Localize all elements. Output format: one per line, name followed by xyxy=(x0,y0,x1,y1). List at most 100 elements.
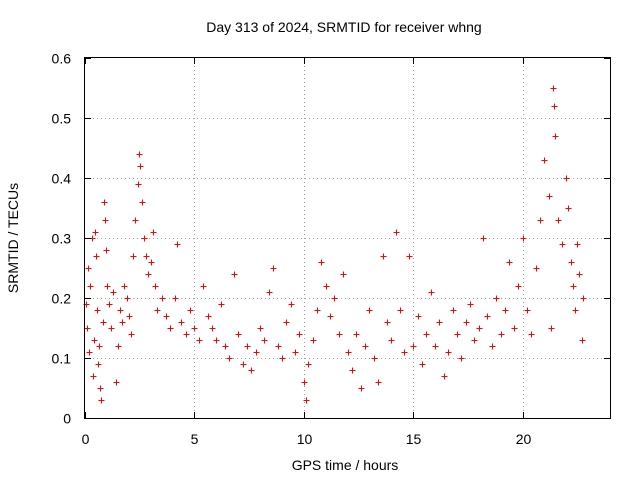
x-tick-label: 5 xyxy=(191,431,199,447)
data-point xyxy=(579,337,586,344)
data-point xyxy=(327,313,334,320)
data-point xyxy=(555,217,562,224)
data-point xyxy=(143,253,150,260)
data-point xyxy=(279,355,286,362)
data-point xyxy=(450,307,457,314)
data-point xyxy=(283,319,290,326)
data-point xyxy=(128,331,135,338)
data-point xyxy=(520,235,527,242)
data-point xyxy=(303,397,310,404)
data-point xyxy=(548,325,555,332)
data-point xyxy=(132,217,139,224)
y-tick-label: 0.1 xyxy=(52,351,72,367)
data-point xyxy=(419,361,426,368)
data-point xyxy=(541,157,548,164)
data-point xyxy=(226,355,233,362)
data-point xyxy=(117,307,124,314)
x-tick-label: 0 xyxy=(82,431,90,447)
data-point xyxy=(349,367,356,374)
data-point xyxy=(574,241,581,248)
data-point xyxy=(445,349,452,356)
data-point xyxy=(163,313,170,320)
data-point xyxy=(296,331,303,338)
data-point xyxy=(384,319,391,326)
data-points xyxy=(83,85,587,404)
data-point xyxy=(484,313,491,320)
data-point xyxy=(275,343,282,350)
data-point xyxy=(551,103,558,110)
data-point xyxy=(415,313,422,320)
data-point xyxy=(266,289,273,296)
data-point xyxy=(559,241,566,248)
data-point xyxy=(124,295,131,302)
data-point xyxy=(90,373,97,380)
x-axis-title: GPS time / hours xyxy=(292,457,399,473)
data-point xyxy=(136,151,143,158)
data-point xyxy=(187,307,194,314)
data-point xyxy=(489,343,496,350)
data-point xyxy=(222,343,229,350)
data-point xyxy=(244,343,251,350)
data-point xyxy=(104,283,111,290)
data-point xyxy=(84,325,91,332)
y-tick-labels: 0 0.1 0.2 0.3 0.4 0.5 0.6 xyxy=(52,51,72,427)
data-point xyxy=(92,229,99,236)
data-point xyxy=(213,337,220,344)
data-point xyxy=(98,397,105,404)
x-tick-label: 10 xyxy=(297,431,313,447)
data-point xyxy=(362,343,369,350)
data-point xyxy=(528,331,535,338)
data-point xyxy=(96,343,103,350)
data-point xyxy=(550,85,557,92)
data-point xyxy=(401,349,408,356)
data-point xyxy=(301,379,308,386)
data-point xyxy=(467,301,474,308)
data-point xyxy=(103,247,110,254)
data-point xyxy=(137,163,144,170)
data-point xyxy=(145,271,152,278)
data-point xyxy=(102,217,109,224)
data-point xyxy=(454,331,461,338)
data-point xyxy=(331,295,338,302)
data-point xyxy=(174,241,181,248)
data-point xyxy=(388,337,395,344)
data-point xyxy=(498,331,505,338)
data-point xyxy=(172,295,179,302)
data-point xyxy=(87,283,94,290)
data-point xyxy=(393,229,400,236)
data-point xyxy=(345,349,352,356)
data-point xyxy=(235,331,242,338)
data-point xyxy=(358,385,365,392)
data-point xyxy=(108,325,115,332)
data-point xyxy=(537,217,544,224)
y-axis-title: SRMTID / TECUs xyxy=(5,183,21,293)
data-point xyxy=(314,307,321,314)
data-point xyxy=(441,373,448,380)
data-point xyxy=(576,271,583,278)
data-point xyxy=(568,259,575,266)
data-point xyxy=(101,199,108,206)
data-point xyxy=(94,307,101,314)
data-point xyxy=(340,271,347,278)
data-point xyxy=(91,337,98,344)
y-tick-label: 0.5 xyxy=(52,111,72,127)
data-point xyxy=(148,259,155,266)
y-tick-label: 0.4 xyxy=(52,171,72,187)
data-point xyxy=(572,307,579,314)
data-point xyxy=(546,193,553,200)
data-point xyxy=(110,289,117,296)
data-point xyxy=(410,343,417,350)
data-point xyxy=(154,307,161,314)
data-point xyxy=(428,289,435,296)
data-point xyxy=(152,283,159,290)
data-point xyxy=(261,337,268,344)
x-tick-labels: 0 5 10 15 20 xyxy=(82,431,532,447)
data-point xyxy=(524,307,531,314)
data-point xyxy=(93,253,100,260)
grid-lines xyxy=(85,58,610,418)
data-point xyxy=(310,337,317,344)
data-point xyxy=(150,229,157,236)
data-point xyxy=(511,325,518,332)
data-point xyxy=(196,337,203,344)
data-point xyxy=(113,379,120,386)
